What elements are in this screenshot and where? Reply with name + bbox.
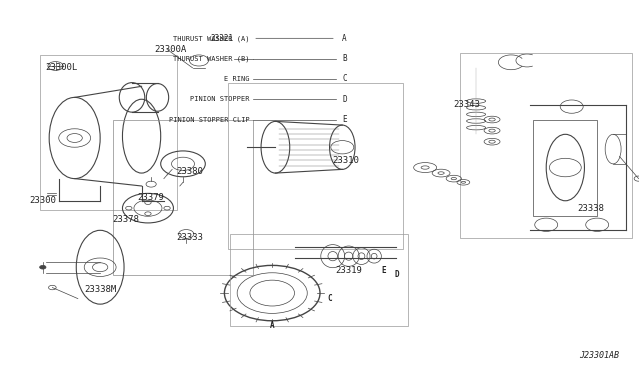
Bar (40, 55, 177, 210)
Text: 23379: 23379 (138, 193, 164, 202)
Text: J23301AB: J23301AB (579, 351, 620, 360)
Circle shape (40, 265, 46, 269)
Text: 23300: 23300 (29, 196, 56, 205)
Bar (534, 119, 597, 215)
Text: E: E (381, 266, 386, 275)
Text: C: C (342, 74, 347, 83)
Text: D: D (342, 95, 347, 104)
Text: 23319: 23319 (335, 266, 362, 275)
Bar (230, 234, 408, 326)
Text: PINION STOPPER: PINION STOPPER (191, 96, 250, 102)
Text: THURUST WASHER (A): THURUST WASHER (A) (173, 35, 250, 42)
Text: C: C (327, 294, 332, 303)
Text: 23310: 23310 (332, 155, 359, 165)
Bar (113, 119, 253, 275)
Text: 23321: 23321 (211, 34, 234, 43)
Text: E: E (342, 115, 347, 124)
Text: 23343: 23343 (453, 100, 480, 109)
Text: THURUST WASHER (B): THURUST WASHER (B) (173, 55, 250, 62)
Text: 23338: 23338 (577, 203, 604, 213)
Text: PINION STOPPER CLIP: PINION STOPPER CLIP (169, 116, 250, 122)
Text: 23380: 23380 (176, 167, 203, 176)
Text: E RING: E RING (225, 76, 250, 82)
Text: A: A (270, 321, 275, 330)
Text: 23378: 23378 (112, 215, 139, 224)
Bar (228, 83, 403, 249)
Text: A: A (342, 34, 347, 43)
Text: 23333: 23333 (176, 233, 203, 242)
Bar (460, 53, 632, 238)
Text: 23338M: 23338M (84, 285, 116, 294)
Text: D: D (394, 270, 399, 279)
Text: 23300A: 23300A (154, 45, 186, 54)
Text: 23300L: 23300L (46, 63, 78, 72)
Text: B: B (342, 54, 347, 63)
